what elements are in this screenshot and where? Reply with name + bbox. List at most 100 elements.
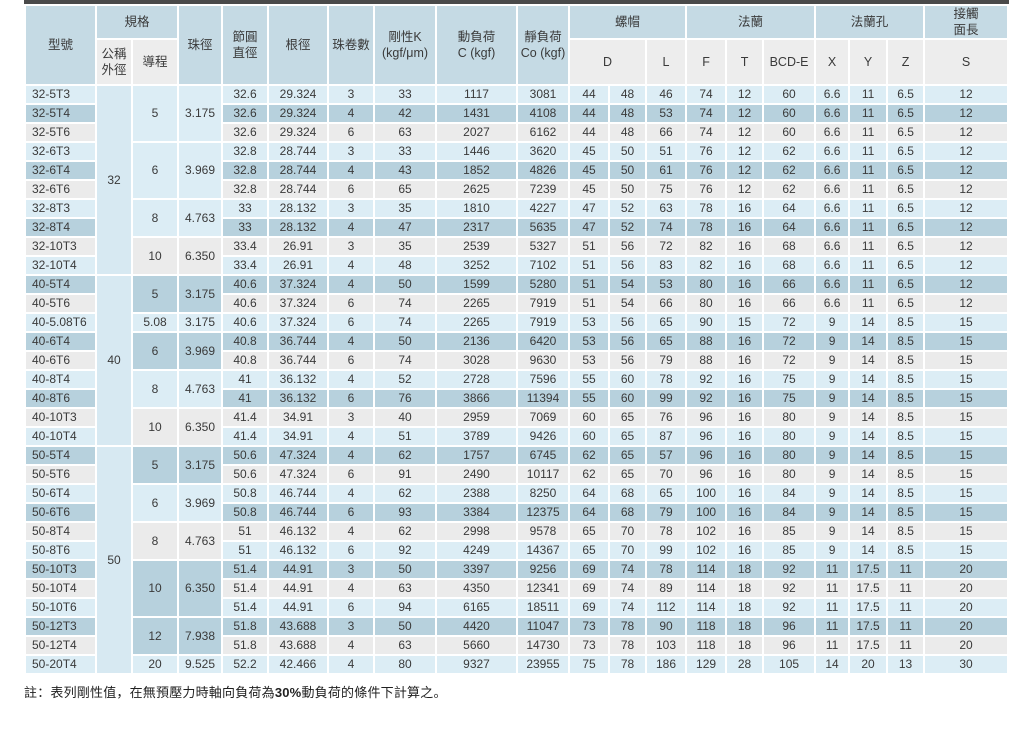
cell-s: 15 <box>925 523 1008 540</box>
cell-l: 53 <box>647 276 686 293</box>
cell-l: 57 <box>647 447 686 464</box>
cell-co: 7069 <box>518 409 569 426</box>
cell-k: 35 <box>375 238 436 255</box>
lead-cell: 6 <box>133 143 178 198</box>
cell-d2: 74 <box>610 580 646 597</box>
cell-root: 26.91 <box>269 238 328 255</box>
cell-s: 15 <box>925 314 1008 331</box>
cell-s: 15 <box>925 504 1008 521</box>
cell-d1: 64 <box>570 485 609 502</box>
cell-l: 51 <box>647 143 686 160</box>
col-header-nut-d: D <box>570 40 646 84</box>
cell-l: 66 <box>647 124 686 141</box>
cell-f: 90 <box>687 314 726 331</box>
model-cell: 32-6T3 <box>26 143 95 160</box>
cell-k: 50 <box>375 618 436 635</box>
cell-c: 2027 <box>437 124 517 141</box>
cell-circuits: 3 <box>329 143 374 160</box>
cell-s: 20 <box>925 618 1008 635</box>
cell-x: 11 <box>816 561 849 578</box>
cell-k: 35 <box>375 200 436 217</box>
model-cell: 32-10T3 <box>26 238 95 255</box>
cell-d1: 69 <box>570 580 609 597</box>
ball-dia-cell: 3.175 <box>179 276 222 312</box>
lead-cell: 20 <box>133 656 178 673</box>
col-header-contact-s: S <box>925 40 1008 84</box>
cell-co: 23955 <box>518 656 569 673</box>
model-cell: 40-10T4 <box>26 428 95 445</box>
cell-d2: 48 <box>610 124 646 141</box>
cell-d1: 47 <box>570 219 609 236</box>
cell-co: 12375 <box>518 504 569 521</box>
cell-circuits: 4 <box>329 580 374 597</box>
cell-bcd: 62 <box>764 143 815 160</box>
top-rule <box>24 0 1009 4</box>
cell-f: 74 <box>687 124 726 141</box>
cell-t: 12 <box>727 86 763 103</box>
lead-cell: 8 <box>133 371 178 407</box>
cell-z: 8.5 <box>888 447 924 464</box>
cell-z: 6.5 <box>888 200 924 217</box>
cell-k: 93 <box>375 504 436 521</box>
cell-y: 11 <box>850 257 887 274</box>
cell-d1: 45 <box>570 162 609 179</box>
cell-t: 16 <box>727 219 763 236</box>
table-row: 50-10T4 51.4 44.91 4 63 4350 12341 69 74 89 114 18 9… <box>26 580 1008 597</box>
cell-y: 14 <box>850 390 887 407</box>
model-cell: 50-10T3 <box>26 561 95 578</box>
cell-z: 8.5 <box>888 409 924 426</box>
ball-dia-cell: 3.175 <box>179 314 222 331</box>
cell-z: 6.5 <box>888 276 924 293</box>
cell-root: 46.132 <box>269 523 328 540</box>
cell-l: 83 <box>647 257 686 274</box>
col-header-dynamic-load: 動負荷 C (kgf) <box>437 6 517 84</box>
cell-z: 6.5 <box>888 257 924 274</box>
cell-pcd: 50.6 <box>223 447 268 464</box>
cell-y: 17.5 <box>850 580 887 597</box>
model-cell: 32-6T6 <box>26 181 95 198</box>
table-row: 32-10T3 10 6.350 33.4 26.91 3 35 2539 5327 51 56 72… <box>26 238 1008 274</box>
cell-d2: 52 <box>610 200 646 217</box>
cell-d2: 78 <box>610 656 646 673</box>
cell-pcd: 33 <box>223 219 268 236</box>
cell-f: 102 <box>687 523 726 540</box>
col-header-flange-bcd: BCD-E <box>764 40 815 84</box>
cell-t: 16 <box>727 390 763 407</box>
table-row: 40-6T6 40.8 36.744 6 74 3028 9630 53 56 79 88 16 72 9… <box>26 352 1008 369</box>
lead-cell: 6 <box>133 333 178 369</box>
cell-root: 28.132 <box>269 200 328 217</box>
cell-root: 36.132 <box>269 390 328 407</box>
cell-s: 12 <box>925 143 1008 160</box>
cell-bcd: 64 <box>764 200 815 217</box>
col-header-hole-z: Z <box>888 40 924 84</box>
model-cell: 40-6T6 <box>26 352 95 369</box>
cell-pcd: 52.2 <box>223 656 268 673</box>
cell-x: 6.6 <box>816 181 849 198</box>
cell-k: 63 <box>375 580 436 597</box>
cell-pcd: 41 <box>223 371 268 388</box>
cell-k: 74 <box>375 314 436 331</box>
cell-y: 14 <box>850 447 887 464</box>
cell-c: 2959 <box>437 409 517 426</box>
model-cell: 40-10T3 <box>26 409 95 426</box>
cell-f: 100 <box>687 485 726 502</box>
cell-z: 6.5 <box>888 238 924 255</box>
cell-c: 2998 <box>437 523 517 540</box>
cell-pcd: 40.6 <box>223 276 268 293</box>
cell-l: 53 <box>647 105 686 122</box>
cell-bcd: 96 <box>764 618 815 635</box>
cell-s: 12 <box>925 219 1008 236</box>
cell-t: 16 <box>727 409 763 426</box>
cell-z: 6.5 <box>888 219 924 236</box>
col-header-nut-l: L <box>647 40 686 84</box>
cell-y: 14 <box>850 409 887 426</box>
cell-y: 14 <box>850 504 887 521</box>
cell-d2: 56 <box>610 352 646 369</box>
cell-c: 4350 <box>437 580 517 597</box>
cell-d2: 56 <box>610 333 646 350</box>
cell-z: 8.5 <box>888 314 924 331</box>
cell-co: 8250 <box>518 485 569 502</box>
cell-d2: 56 <box>610 257 646 274</box>
cell-pcd: 33.4 <box>223 238 268 255</box>
cell-z: 8.5 <box>888 504 924 521</box>
